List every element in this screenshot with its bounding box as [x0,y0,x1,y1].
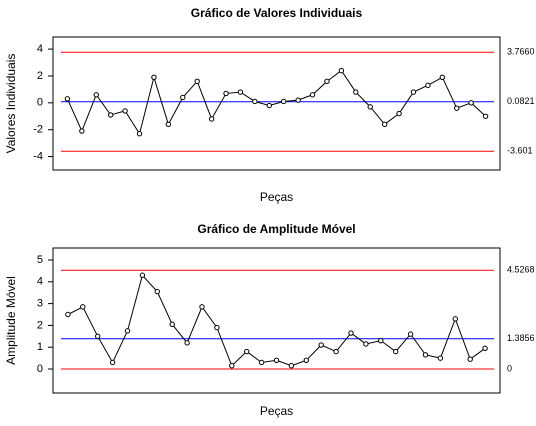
data-point [199,304,205,310]
data-point [452,316,458,322]
data-point [237,89,244,95]
data-point [252,98,258,105]
data-point [139,272,146,278]
data-point [367,104,373,110]
y-tick-label: 4 [37,43,43,55]
data-point [303,357,309,363]
control-label: 3.7660 [507,47,535,57]
data-point [214,324,220,331]
control-label: 0 [507,363,512,373]
data-point [468,100,474,106]
control-label: 1.3856 [507,333,535,343]
data-point [363,341,369,347]
data-point [93,92,99,98]
y-tick-label: 3 [37,298,43,310]
data-point [338,67,345,74]
data-point [425,82,431,89]
data-point [407,331,414,337]
data-point [184,340,190,346]
data-point [136,131,143,137]
y-tick-label: -2 [33,124,43,136]
y-axis-title: Amplitude Móvel [4,276,18,365]
chart-title: Gráfico de Amplitude Móvel [197,222,355,236]
data-point [229,363,235,369]
data-point [333,348,339,355]
data-point [169,321,175,328]
data-point [348,330,354,336]
y-tick-label: 0 [37,97,43,109]
data-point [378,337,384,344]
data-point [165,121,172,128]
data-point [482,345,488,352]
data-point [64,96,71,102]
data-point [244,348,250,355]
x-axis-title: Peças [260,404,293,418]
data-point [154,288,161,295]
data-point [194,78,200,85]
data-point [353,89,359,95]
data-point [482,113,489,119]
control-label: 0.0821 [507,96,535,106]
data-point [266,102,272,109]
y-axis-title: Valores Individuais [4,54,18,154]
y-tick-label: 2 [37,70,43,82]
data-point [223,90,229,97]
x-axis-title: Peças [260,190,293,204]
data-point [95,333,101,340]
data-point [288,363,295,369]
control-label: 4.5268 [507,265,535,275]
data-point [80,304,86,310]
y-tick-label: 4 [37,276,43,288]
data-line [67,274,486,367]
data-point [295,97,301,103]
y-tick-label: 2 [37,319,43,331]
control-label: -3.601 [507,146,533,156]
data-point [410,89,417,95]
data-point [107,112,114,118]
data-point [437,355,444,361]
data-point [439,74,446,81]
data-point [393,348,399,355]
data-point [151,74,157,81]
y-tick-label: 1 [37,341,43,353]
data-point [109,359,116,366]
data-point [124,328,131,334]
data-point [396,110,402,117]
data-point [422,352,429,358]
data-point [454,105,460,111]
data-point [65,311,71,318]
data-point [208,116,215,122]
y-tick-label: 0 [37,363,43,375]
data-point [79,128,85,134]
data-point [273,357,280,363]
plot-frame [52,247,501,394]
data-point [180,94,186,101]
data-point [281,98,287,105]
plot-frame [52,36,501,171]
data-point [467,356,473,362]
data-point [122,108,128,114]
data-point [309,92,316,98]
y-tick-label: 5 [37,254,43,266]
chart-title: Gráfico de Valores Individuais [191,6,363,20]
data-point [258,359,265,366]
y-tick-label: -4 [33,150,43,162]
data-point [318,342,324,348]
data-point [324,78,330,85]
data-point [381,121,388,128]
